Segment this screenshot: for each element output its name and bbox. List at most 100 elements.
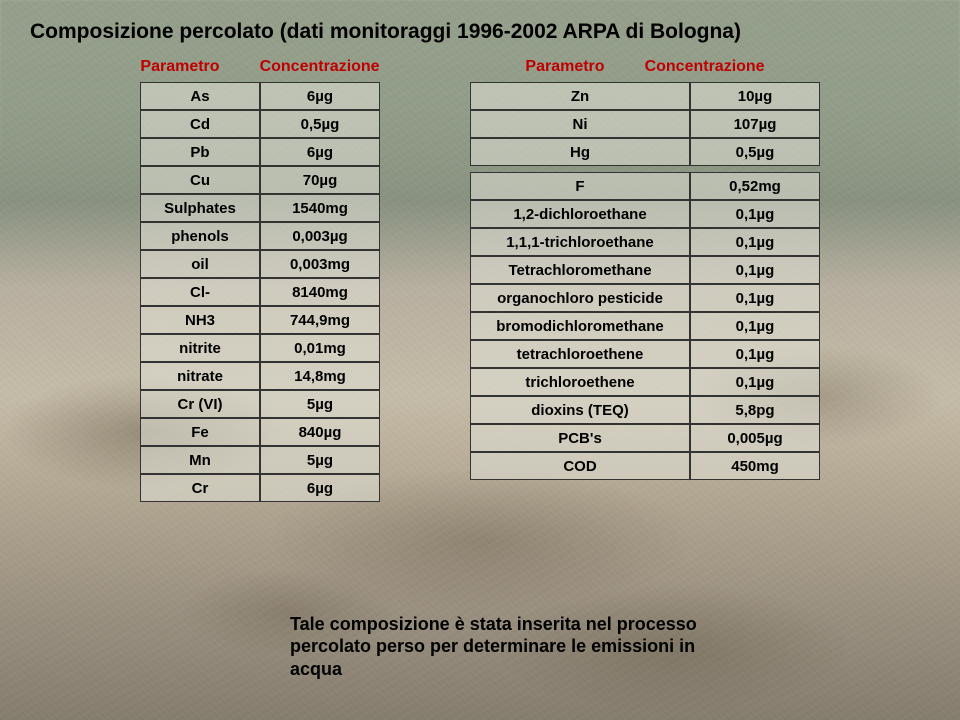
- conc-cell: 5,8pg: [690, 396, 820, 424]
- table-row: PCB's0,005µg: [470, 424, 820, 452]
- page-title: Composizione percolato (dati monitoraggi…: [30, 20, 930, 44]
- conc-cell: 0,1µg: [690, 228, 820, 256]
- left-headers: Parametro Concentrazione: [140, 58, 379, 76]
- param-cell: PCB's: [470, 424, 690, 452]
- conc-cell: 0,005µg: [690, 424, 820, 452]
- param-cell: Cr: [140, 474, 260, 502]
- table-row: tetrachloroethene0,1µg: [470, 340, 820, 368]
- conc-cell: 0,1µg: [690, 200, 820, 228]
- table-row: organochloro pesticide0,1µg: [470, 284, 820, 312]
- right-header-conc: Concentrazione: [645, 58, 765, 76]
- table-row: Cl-8140mg: [140, 278, 380, 306]
- table-row: Sulphates1540mg: [140, 194, 380, 222]
- conc-cell: 0,1µg: [690, 368, 820, 396]
- left-header-conc: Concentrazione: [260, 58, 380, 76]
- right-table: Zn10µgNi107µgHg0,5µgF0,52mg1,2-dichloroe…: [470, 82, 820, 480]
- slide-content: Composizione percolato (dati monitoraggi…: [0, 0, 960, 720]
- param-cell: dioxins (TEQ): [470, 396, 690, 424]
- table-row: Cr6µg: [140, 474, 380, 502]
- conc-cell: 70µg: [260, 166, 380, 194]
- table-row: bromodichloromethane0,1µg: [470, 312, 820, 340]
- param-cell: organochloro pesticide: [470, 284, 690, 312]
- param-cell: phenols: [140, 222, 260, 250]
- table-row: NH3744,9mg: [140, 306, 380, 334]
- param-cell: Sulphates: [140, 194, 260, 222]
- conc-cell: 0,1µg: [690, 340, 820, 368]
- param-cell: tetrachloroethene: [470, 340, 690, 368]
- param-cell: Cd: [140, 110, 260, 138]
- param-cell: Ni: [470, 110, 690, 138]
- tables-container: Parametro Concentrazione As6µgCd0,5µgPb6…: [30, 58, 930, 502]
- param-cell: Cu: [140, 166, 260, 194]
- param-cell: nitrite: [140, 334, 260, 362]
- conc-cell: 6µg: [260, 82, 380, 110]
- conc-cell: 0,5µg: [690, 138, 820, 166]
- table-row: trichloroethene0,1µg: [470, 368, 820, 396]
- caption-text: Tale composizione è stata inserita nel p…: [290, 613, 710, 681]
- param-cell: As: [140, 82, 260, 110]
- param-cell: Cr (VI): [140, 390, 260, 418]
- left-header-param: Parametro: [140, 58, 219, 76]
- conc-cell: 1540mg: [260, 194, 380, 222]
- conc-cell: 0,1µg: [690, 284, 820, 312]
- left-table: As6µgCd0,5µgPb6µgCu70µgSulphates1540mgph…: [140, 82, 380, 502]
- conc-cell: 450mg: [690, 452, 820, 480]
- param-cell: NH3: [140, 306, 260, 334]
- param-cell: COD: [470, 452, 690, 480]
- conc-cell: 0,003mg: [260, 250, 380, 278]
- table-row: dioxins (TEQ)5,8pg: [470, 396, 820, 424]
- table-row: Pb6µg: [140, 138, 380, 166]
- conc-cell: 840µg: [260, 418, 380, 446]
- conc-cell: 0,5µg: [260, 110, 380, 138]
- param-cell: bromodichloromethane: [470, 312, 690, 340]
- table-row: Hg0,5µg: [470, 138, 820, 166]
- conc-cell: 0,003µg: [260, 222, 380, 250]
- right-column: Parametro Concentrazione Zn10µgNi107µgHg…: [470, 58, 820, 502]
- param-cell: Pb: [140, 138, 260, 166]
- table-row: 1,2-dichloroethane0,1µg: [470, 200, 820, 228]
- table-row: Mn5µg: [140, 446, 380, 474]
- table-row: F0,52mg: [470, 172, 820, 200]
- conc-cell: 0,1µg: [690, 312, 820, 340]
- param-cell: F: [470, 172, 690, 200]
- table-row: nitrite0,01mg: [140, 334, 380, 362]
- param-cell: 1,2-dichloroethane: [470, 200, 690, 228]
- param-cell: Cl-: [140, 278, 260, 306]
- conc-cell: 6µg: [260, 138, 380, 166]
- param-cell: 1,1,1-trichloroethane: [470, 228, 690, 256]
- conc-cell: 0,52mg: [690, 172, 820, 200]
- param-cell: Fe: [140, 418, 260, 446]
- conc-cell: 107µg: [690, 110, 820, 138]
- conc-cell: 8140mg: [260, 278, 380, 306]
- table-row: Ni107µg: [470, 110, 820, 138]
- table-row: Cd0,5µg: [140, 110, 380, 138]
- conc-cell: 14,8mg: [260, 362, 380, 390]
- param-cell: Mn: [140, 446, 260, 474]
- table-row: Cr (VI)5µg: [140, 390, 380, 418]
- param-cell: nitrate: [140, 362, 260, 390]
- table-row: COD450mg: [470, 452, 820, 480]
- param-cell: Hg: [470, 138, 690, 166]
- table-row: Tetrachloromethane0,1µg: [470, 256, 820, 284]
- table-row: nitrate14,8mg: [140, 362, 380, 390]
- conc-cell: 0,1µg: [690, 256, 820, 284]
- conc-cell: 5µg: [260, 446, 380, 474]
- param-cell: trichloroethene: [470, 368, 690, 396]
- param-cell: Tetrachloromethane: [470, 256, 690, 284]
- table-row: Cu70µg: [140, 166, 380, 194]
- left-column: Parametro Concentrazione As6µgCd0,5µgPb6…: [140, 58, 380, 502]
- table-row: oil0,003mg: [140, 250, 380, 278]
- conc-cell: 6µg: [260, 474, 380, 502]
- right-headers: Parametro Concentrazione: [525, 58, 764, 76]
- param-cell: oil: [140, 250, 260, 278]
- right-header-param: Parametro: [525, 58, 604, 76]
- table-row: 1,1,1-trichloroethane0,1µg: [470, 228, 820, 256]
- table-row: phenols0,003µg: [140, 222, 380, 250]
- conc-cell: 744,9mg: [260, 306, 380, 334]
- table-row: Fe840µg: [140, 418, 380, 446]
- table-row: As6µg: [140, 82, 380, 110]
- conc-cell: 0,01mg: [260, 334, 380, 362]
- conc-cell: 5µg: [260, 390, 380, 418]
- conc-cell: 10µg: [690, 82, 820, 110]
- param-cell: Zn: [470, 82, 690, 110]
